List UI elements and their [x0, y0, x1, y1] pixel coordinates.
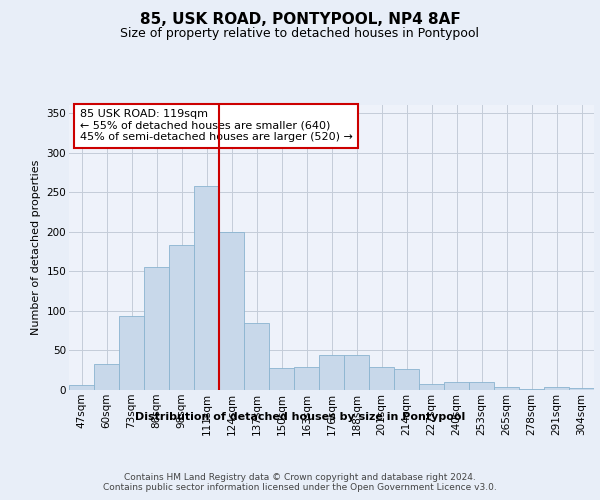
- Bar: [194, 186, 219, 390]
- Bar: [444, 382, 469, 390]
- Text: 85 USK ROAD: 119sqm
← 55% of detached houses are smaller (640)
45% of semi-detac: 85 USK ROAD: 119sqm ← 55% of detached ho…: [79, 110, 352, 142]
- Bar: [319, 355, 344, 390]
- Bar: [469, 382, 494, 390]
- Bar: [394, 368, 419, 390]
- Bar: [144, 268, 169, 390]
- Text: Contains HM Land Registry data © Crown copyright and database right 2024.
Contai: Contains HM Land Registry data © Crown c…: [103, 472, 497, 492]
- Text: Distribution of detached houses by size in Pontypool: Distribution of detached houses by size …: [135, 412, 465, 422]
- Bar: [219, 232, 244, 390]
- Bar: [269, 368, 294, 390]
- Bar: [419, 384, 444, 390]
- Text: 85, USK ROAD, PONTYPOOL, NP4 8AF: 85, USK ROAD, PONTYPOOL, NP4 8AF: [140, 12, 460, 28]
- Bar: [169, 245, 194, 390]
- Bar: [94, 364, 119, 390]
- Bar: [119, 316, 144, 390]
- Bar: [244, 322, 269, 390]
- Bar: [494, 387, 519, 390]
- Bar: [69, 385, 94, 390]
- Text: Size of property relative to detached houses in Pontypool: Size of property relative to detached ho…: [121, 28, 479, 40]
- Bar: [544, 387, 569, 390]
- Bar: [569, 388, 594, 390]
- Bar: [369, 367, 394, 390]
- Bar: [519, 389, 544, 390]
- Bar: [294, 367, 319, 390]
- Bar: [344, 355, 369, 390]
- Y-axis label: Number of detached properties: Number of detached properties: [31, 160, 41, 335]
